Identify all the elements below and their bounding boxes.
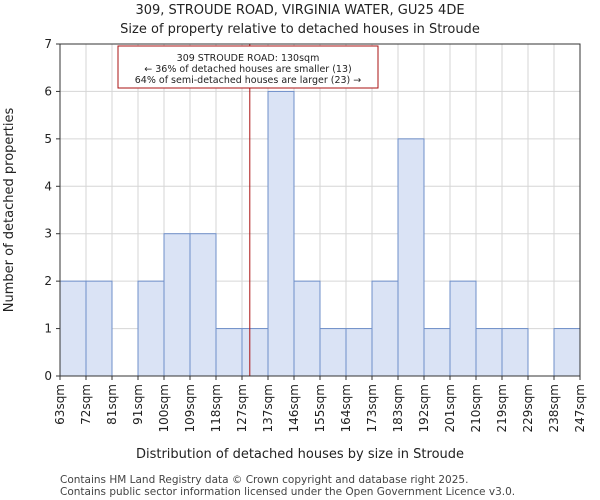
bar-127sqm <box>241 328 269 377</box>
bar-137sqm <box>267 90 295 377</box>
footer-line-1: Contains HM Land Registry data © Crown c… <box>60 474 468 486</box>
x-tick-label: 210sqm <box>469 384 483 432</box>
x-tick-label: 247sqm <box>573 384 587 432</box>
bar-219sqm <box>501 328 529 377</box>
x-tick-label: 100sqm <box>157 384 171 432</box>
bar-118sqm <box>215 328 243 377</box>
chart-title: 309, STROUDE ROAD, VIRGINIA WATER, GU25 … <box>135 3 464 18</box>
x-tick-label: 164sqm <box>339 384 353 432</box>
x-tick-label: 72sqm <box>79 384 93 425</box>
x-tick-label: 201sqm <box>443 384 457 432</box>
bar-192sqm <box>423 328 451 377</box>
bar-155sqm <box>319 328 347 377</box>
annotation-line-1: 309 STROUDE ROAD: 130sqm <box>177 53 320 64</box>
y-axis-ticks: 0 1 2 3 4 5 6 7 <box>44 37 60 383</box>
y-tick-label: 7 <box>44 37 52 51</box>
x-tick-label: 155sqm <box>313 384 327 432</box>
x-tick-label: 109sqm <box>183 384 197 432</box>
footer-line-2: Contains public sector information licen… <box>60 486 515 498</box>
annotation-box: 309 STROUDE ROAD: 130sqm ← 36% of detach… <box>117 45 379 89</box>
bar-63sqm <box>59 280 87 377</box>
x-tick-label: 91sqm <box>131 384 145 425</box>
bar-201sqm <box>449 280 477 377</box>
x-tick-label: 81sqm <box>105 384 119 425</box>
bar-238sqm <box>553 328 581 377</box>
y-tick-label: 2 <box>44 274 52 288</box>
annotation-line-2: ← 36% of detached houses are smaller (13… <box>144 64 351 75</box>
x-tick-label: 63sqm <box>53 384 67 425</box>
annotation-border <box>117 45 379 89</box>
bar-100sqm <box>163 233 191 377</box>
y-axis-label: Number of detached properties <box>2 108 17 313</box>
x-tick-label: 183sqm <box>391 384 405 432</box>
x-tick-label: 238sqm <box>547 384 561 432</box>
bar-72sqm <box>85 280 113 377</box>
bar-109sqm <box>189 233 217 377</box>
chart-subtitle: Size of property relative to detached ho… <box>120 22 480 37</box>
bar-210sqm <box>475 328 503 377</box>
annotation-line-3: 64% of semi-detached houses are larger (… <box>135 75 362 86</box>
x-tick-label: 229sqm <box>521 384 535 432</box>
x-tick-label: 127sqm <box>235 384 249 432</box>
y-tick-label: 1 <box>44 322 52 336</box>
x-tick-label: 219sqm <box>495 384 509 432</box>
x-tick-label: 137sqm <box>261 384 275 432</box>
x-axis-ticks: 63sqm 72sqm 81sqm 91sqm 100sqm 109sqm 118sqm 12… <box>53 376 587 432</box>
y-tick-label: 6 <box>44 84 52 98</box>
bar-164sqm <box>345 328 373 377</box>
x-tick-label: 146sqm <box>287 384 301 432</box>
x-tick-label: 192sqm <box>417 384 431 432</box>
bar-173sqm <box>371 280 399 377</box>
x-axis-label: Distribution of detached houses by size … <box>136 447 464 462</box>
x-tick-label: 118sqm <box>209 384 223 432</box>
bar-183sqm <box>397 138 425 377</box>
y-tick-label: 4 <box>44 179 52 193</box>
x-tick-label: 173sqm <box>365 384 379 432</box>
y-tick-label: 3 <box>44 227 52 241</box>
y-tick-label: 5 <box>44 132 52 146</box>
bar-146sqm <box>293 280 321 377</box>
bars <box>59 90 581 377</box>
bar-91sqm <box>137 280 165 377</box>
y-tick-label: 0 <box>44 369 52 383</box>
